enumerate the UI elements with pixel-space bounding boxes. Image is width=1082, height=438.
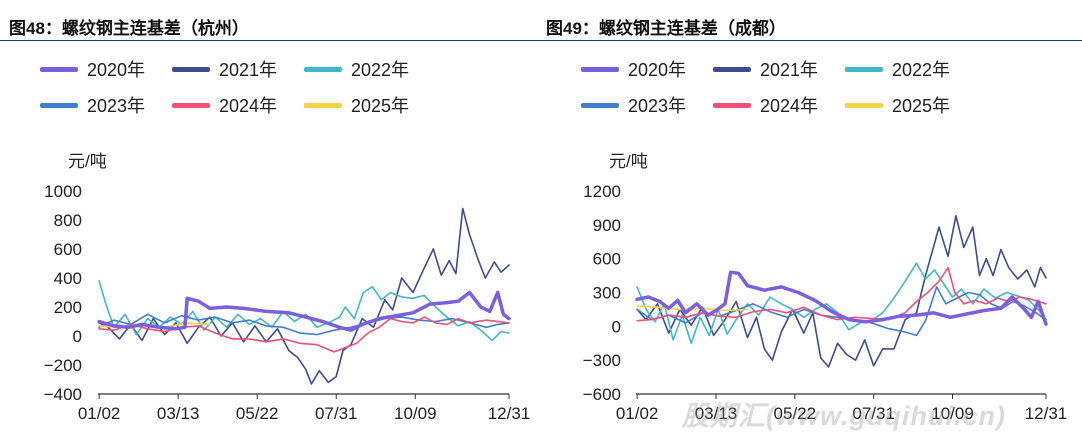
legend-label: 2020年 bbox=[87, 60, 146, 80]
legend-swatch bbox=[40, 102, 78, 108]
y-tick-label: 0 bbox=[612, 317, 621, 336]
legend-swatch bbox=[845, 102, 883, 108]
legend-item: 2022年 bbox=[845, 56, 950, 82]
y-tick-label: 300 bbox=[593, 284, 621, 303]
x-tick-label: 01/02 bbox=[78, 404, 121, 423]
legend-label: 2020年 bbox=[628, 60, 687, 80]
x-tick-label: 07/31 bbox=[315, 404, 358, 423]
y-axis-unit: 元/吨 bbox=[68, 152, 107, 171]
legend-swatch bbox=[304, 102, 342, 108]
y-tick-label: 600 bbox=[54, 240, 82, 259]
x-tick-label: 12/31 bbox=[488, 404, 531, 423]
y-tick-label: 400 bbox=[54, 269, 82, 288]
chart-title: 图49：螺纹钢主连基差（成都） bbox=[546, 19, 786, 38]
y-tick-label: −300 bbox=[583, 351, 621, 370]
chart-legend: 2020年 2021年 2022年 2023年 2024年 2025年 bbox=[581, 56, 1001, 126]
legend-swatch bbox=[172, 66, 210, 72]
x-tick-label: 10/09 bbox=[394, 404, 437, 423]
y-tick-label: −400 bbox=[44, 385, 82, 404]
x-tick-label: 01/02 bbox=[616, 404, 659, 423]
y-tick-label: 600 bbox=[593, 250, 621, 269]
x-tick-label: 07/31 bbox=[852, 404, 895, 423]
legend-swatch bbox=[581, 66, 619, 72]
legend-item: 2022年 bbox=[304, 56, 409, 82]
y-tick-label: −600 bbox=[583, 385, 621, 404]
x-tick-label: 03/13 bbox=[157, 404, 200, 423]
legend-label: 2023年 bbox=[628, 96, 687, 116]
legend-label: 2025年 bbox=[892, 96, 951, 116]
legend-item: 2024年 bbox=[713, 92, 818, 118]
watermark-text: 股期汇(www.guqihui.cn) bbox=[682, 401, 1006, 431]
legend-label: 2022年 bbox=[892, 60, 951, 80]
series-line-2020 bbox=[635, 270, 1048, 326]
x-tick-label: 05/22 bbox=[774, 404, 817, 423]
x-tick-label: 05/22 bbox=[236, 404, 279, 423]
chart-panel-hangzhou: 图48：螺纹钢主连基差（杭州） 2020年 2021年 2022年 2023年 2024… bbox=[0, 19, 541, 423]
series-line-2023 bbox=[98, 313, 510, 336]
title-rule bbox=[541, 40, 1082, 41]
legend-label: 2021年 bbox=[219, 60, 278, 80]
legend-item: 2021年 bbox=[172, 56, 277, 82]
x-tick-label: 12/31 bbox=[1025, 404, 1068, 423]
legend-swatch bbox=[713, 66, 751, 72]
y-tick-label: 1000 bbox=[44, 182, 82, 201]
legend-swatch bbox=[845, 66, 883, 72]
legend-label: 2023年 bbox=[87, 96, 146, 116]
legend-swatch bbox=[304, 66, 342, 72]
y-tick-label: 200 bbox=[54, 298, 82, 317]
y-tick-label: 900 bbox=[593, 216, 621, 235]
legend-label: 2021年 bbox=[760, 60, 819, 80]
legend-label: 2024年 bbox=[760, 96, 819, 116]
legend-label: 2024年 bbox=[219, 96, 278, 116]
y-axis-unit: 元/吨 bbox=[609, 152, 648, 171]
legend-item: 2020年 bbox=[581, 56, 686, 82]
legend-label: 2022年 bbox=[351, 60, 410, 80]
series-line-2020 bbox=[97, 290, 511, 332]
legend-item: 2025年 bbox=[845, 92, 950, 118]
legend-swatch bbox=[581, 102, 619, 108]
x-tick-label: 03/13 bbox=[695, 404, 738, 423]
chart-title: 图48：螺纹钢主连基差（杭州） bbox=[9, 19, 249, 38]
series-line-2021 bbox=[98, 207, 510, 385]
chart-legend: 2020年 2021年 2022年 2023年 2024年 2025年 bbox=[40, 56, 460, 126]
title-rule bbox=[0, 40, 541, 41]
legend-item: 2023年 bbox=[40, 92, 145, 118]
y-tick-label: 1200 bbox=[583, 182, 621, 201]
legend-swatch bbox=[40, 66, 78, 72]
legend-swatch bbox=[713, 102, 751, 108]
legend-item: 2021年 bbox=[713, 56, 818, 82]
legend-item: 2020年 bbox=[40, 56, 145, 82]
legend-item: 2023年 bbox=[581, 92, 686, 118]
x-tick-label: 10/09 bbox=[931, 404, 974, 423]
y-tick-label: −200 bbox=[44, 356, 82, 375]
legend-item: 2025年 bbox=[304, 92, 409, 118]
series-line-2024 bbox=[98, 316, 510, 353]
y-tick-label: 800 bbox=[54, 211, 82, 230]
series-line-2021 bbox=[636, 215, 1047, 368]
y-tick-label: 0 bbox=[73, 327, 82, 346]
legend-label: 2025年 bbox=[351, 96, 410, 116]
legend-swatch bbox=[172, 102, 210, 108]
chart-panel-chengdu: 图49：螺纹钢主连基差（成都） 2020年 2021年 2022年 2023年 2024… bbox=[541, 0, 1082, 438]
legend-item: 2024年 bbox=[172, 92, 277, 118]
